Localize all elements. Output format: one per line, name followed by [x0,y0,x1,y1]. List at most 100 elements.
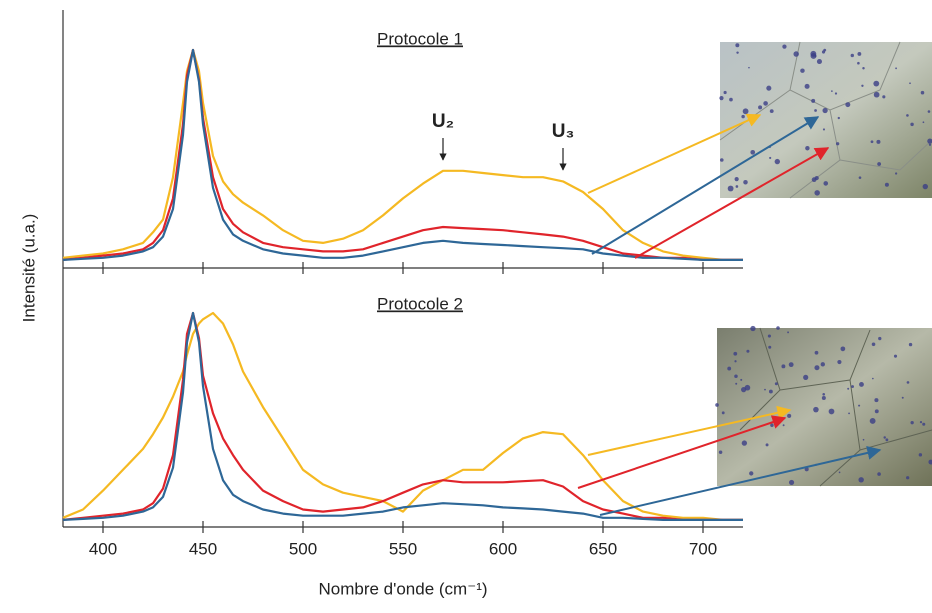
particle [736,51,739,54]
particle [822,392,826,396]
y-axis-label: Intensité (u.a.) [19,214,38,323]
panel-title: Protocole 1 [377,29,463,48]
particle [874,398,879,403]
particle [769,109,774,114]
particle [906,476,910,480]
data-line [62,48,743,261]
particle [823,181,829,186]
particle [845,102,851,108]
particle [770,423,774,427]
particle [871,342,876,347]
particle [919,420,923,424]
particle [750,325,756,332]
particle [804,83,810,89]
particle [858,176,862,179]
x-axis-label: Nombre d'onde (cm⁻¹) [318,579,487,598]
arrows [577,113,882,516]
particle [733,351,738,356]
particle [735,382,738,385]
particle [877,162,882,166]
particle [788,362,794,368]
particle [814,350,819,355]
particle [893,354,898,358]
x-tick-label: 600 [489,539,517,558]
particle [816,58,822,65]
particle [740,378,743,381]
particle [750,149,756,155]
particle [862,438,865,441]
data-line [62,311,743,521]
particle [861,84,864,87]
particle [910,122,914,127]
particle [735,185,739,188]
arrow [587,113,762,194]
particle [715,403,719,407]
particle [787,413,792,418]
particle [927,138,932,144]
particle [727,366,732,371]
particle [768,389,773,394]
particle [727,185,734,192]
particle [894,172,898,175]
particle [869,418,876,424]
x-tick-label: 450 [189,539,217,558]
annotation: U₂ [432,111,454,132]
data-line [62,311,743,521]
arrow [577,415,787,489]
particle [811,177,817,183]
particle [758,105,763,110]
particle [787,331,790,334]
particle [788,479,795,486]
data-line [62,48,743,261]
particle [909,82,911,85]
particle [814,190,820,196]
particle [871,377,874,380]
particle [782,44,787,49]
particle [873,91,880,98]
particle [847,387,850,390]
particle [857,61,860,65]
particle [723,90,727,95]
arrow [587,405,792,456]
particle [741,440,748,446]
particle [831,90,833,92]
particle [743,179,748,185]
particle [835,142,840,146]
particle [910,421,914,425]
particle [810,50,817,57]
x-tick-label: 700 [689,539,717,558]
particle [719,96,724,101]
micrograph [720,42,932,198]
particle [822,107,828,114]
particle [721,411,725,415]
particle [895,67,897,70]
particle [920,90,925,95]
particle [922,121,925,124]
particle [850,53,854,58]
particle [764,388,766,391]
particle [805,146,810,151]
particle [834,92,838,95]
particle [782,424,785,427]
particle [748,66,750,69]
particle [901,396,904,399]
particle [734,374,738,378]
particle [822,128,826,131]
grain-boundary [739,327,932,487]
micrograph [717,328,932,486]
data-line [62,311,743,521]
particle [769,156,772,160]
particle [873,80,880,87]
particle [922,183,928,190]
particle [774,382,778,386]
particle [734,360,737,363]
particle [906,114,909,117]
particle [821,50,826,54]
panel-title: Protocole 2 [377,294,463,313]
particle [729,97,733,102]
particle [719,158,724,162]
particle [928,459,932,465]
particle [857,52,862,56]
particle [927,110,931,113]
particle [803,374,809,380]
